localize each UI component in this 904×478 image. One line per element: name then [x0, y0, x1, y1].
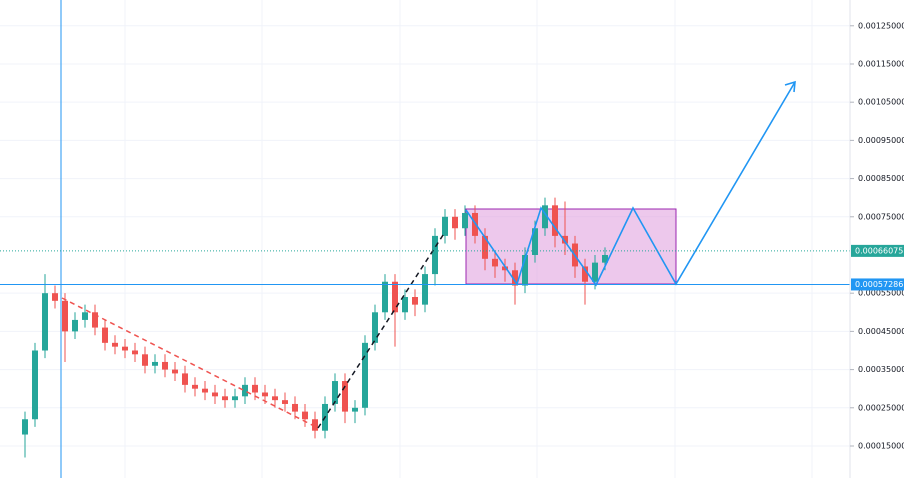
candle-body — [582, 266, 588, 282]
candle-body — [492, 258, 498, 267]
candle-body — [72, 319, 78, 332]
y-tick-label: 0.00025000 — [858, 403, 904, 412]
candle-body — [302, 411, 308, 420]
price-label-box — [851, 278, 904, 291]
candle-body — [432, 235, 438, 275]
candle-body — [122, 346, 128, 351]
candle-body — [532, 228, 538, 255]
candle-body — [142, 354, 148, 366]
candle-body — [42, 293, 48, 351]
candle-body — [252, 384, 258, 393]
candle-body — [272, 396, 278, 401]
candle-body — [162, 361, 168, 370]
price-label: 0.00057286 — [855, 280, 903, 289]
price-lines — [0, 250, 850, 285]
candle-body — [412, 297, 418, 305]
uptrend-line — [317, 231, 446, 429]
candle-body — [402, 297, 408, 313]
candle-body — [392, 281, 398, 313]
candle-body — [172, 369, 178, 374]
projection-arrowhead — [784, 80, 796, 93]
candle-body — [202, 388, 208, 393]
vertical-grid — [124, 0, 813, 478]
candle-body — [102, 327, 108, 343]
candle-body — [502, 266, 508, 271]
candle-body — [182, 373, 188, 385]
price-label-box — [851, 244, 904, 257]
y-tick-label: 0.00075000 — [858, 212, 904, 221]
candle-body — [422, 274, 428, 305]
downtrend-line — [61, 297, 319, 429]
y-tick-label: 0.00085000 — [858, 174, 904, 183]
candle-body — [442, 216, 448, 236]
candle-body — [212, 392, 218, 397]
range-box — [465, 208, 677, 285]
y-tick-label: 0.00115000 — [858, 59, 904, 68]
candle-body — [552, 205, 558, 236]
candle-body — [262, 392, 268, 397]
candle-body — [112, 342, 118, 347]
candle-body — [602, 254, 608, 263]
candle-body — [362, 342, 368, 408]
candle-body — [232, 396, 238, 401]
price-label: 0.00066075 — [855, 246, 903, 255]
candle-body — [512, 270, 518, 286]
y-tick-label: 0.00105000 — [858, 98, 904, 107]
candle-body — [292, 403, 298, 412]
y-tick-label: 0.00045000 — [858, 327, 904, 336]
candle-body — [22, 419, 28, 435]
candle-body — [342, 381, 348, 412]
y-tick-label: 0.00015000 — [858, 441, 904, 450]
candle-body — [242, 384, 248, 397]
candle-body — [192, 384, 198, 389]
candle-body — [592, 262, 598, 282]
candle-body — [52, 293, 58, 301]
candle-body — [312, 419, 318, 431]
price-axis: 0.00015000 0.00025000 0.00035000 0.00045000… — [850, 21, 904, 450]
candle-body — [32, 350, 38, 420]
candle-body — [482, 235, 488, 259]
candle-body — [92, 312, 98, 328]
y-tick-label: 0.00095000 — [858, 136, 904, 145]
candle-body — [82, 312, 88, 320]
candle-body — [452, 216, 458, 229]
candle-body — [382, 281, 388, 313]
candle-body — [462, 212, 468, 229]
candle-body — [562, 235, 568, 244]
candle-body — [132, 350, 138, 355]
candle-body — [152, 361, 158, 366]
candle-body — [332, 381, 338, 404]
candle-body — [62, 300, 68, 332]
y-tick-label: 0.00035000 — [858, 365, 904, 374]
candle-body — [542, 205, 548, 229]
candle-body — [352, 407, 358, 412]
candle-body — [222, 396, 228, 401]
y-tick-label: 0.00055000 — [858, 289, 904, 298]
y-tick-label: 0.00125000 — [858, 21, 904, 30]
grid — [0, 25, 850, 447]
candle-body — [522, 254, 528, 286]
candles — [22, 197, 608, 458]
candle-body — [372, 312, 378, 343]
candle-body — [282, 400, 288, 404]
